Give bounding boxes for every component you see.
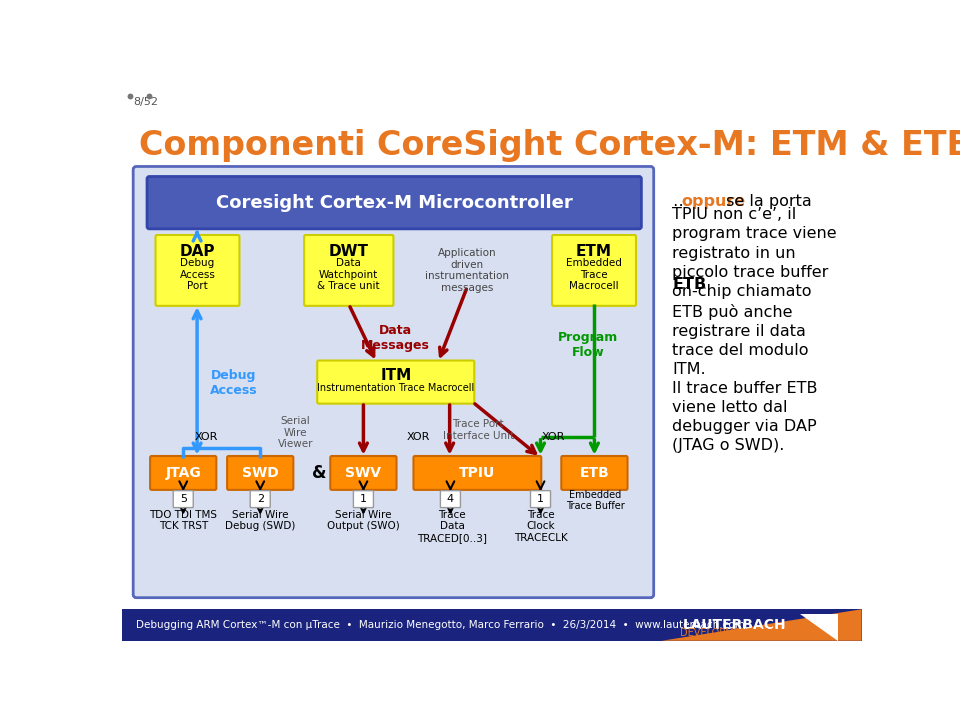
Text: Data
Watchpoint
& Trace unit: Data Watchpoint & Trace unit	[318, 258, 380, 292]
Text: oppure: oppure	[682, 194, 746, 210]
FancyBboxPatch shape	[133, 166, 654, 598]
Text: XOR: XOR	[195, 432, 218, 442]
FancyBboxPatch shape	[330, 456, 396, 490]
Text: Trace
Clock
TRACECLK: Trace Clock TRACECLK	[514, 510, 567, 543]
Text: 8/52: 8/52	[133, 97, 158, 107]
Text: Debug
Access
Port: Debug Access Port	[180, 258, 215, 292]
Text: Program
Flow: Program Flow	[558, 331, 618, 359]
Text: SWD: SWD	[242, 466, 278, 480]
FancyBboxPatch shape	[317, 361, 474, 404]
FancyBboxPatch shape	[251, 490, 271, 508]
FancyBboxPatch shape	[552, 235, 636, 306]
FancyBboxPatch shape	[228, 456, 294, 490]
Text: DEVELOPMENT TOOLS: DEVELOPMENT TOOLS	[680, 629, 789, 639]
Text: 5: 5	[180, 494, 187, 504]
Text: Instrumentation Trace Macrocell: Instrumentation Trace Macrocell	[317, 383, 474, 393]
FancyBboxPatch shape	[147, 176, 641, 229]
Text: Serial
Wire
Viewer: Serial Wire Viewer	[277, 416, 313, 449]
FancyBboxPatch shape	[173, 490, 193, 508]
Text: …: …	[672, 194, 688, 210]
FancyBboxPatch shape	[353, 490, 373, 508]
Text: &: &	[312, 464, 326, 482]
Text: LAUTERBACH: LAUTERBACH	[683, 618, 786, 632]
Text: JTAG: JTAG	[165, 466, 201, 480]
Text: TDO TDI TMS
TCK TRST: TDO TDI TMS TCK TRST	[149, 510, 217, 531]
Text: Debugging ARM Cortex™-M con μTrace  •  Maurizio Menegotto, Marco Ferrario  •  26: Debugging ARM Cortex™-M con μTrace • Mau…	[136, 620, 745, 629]
FancyBboxPatch shape	[304, 235, 394, 306]
Polygon shape	[800, 614, 838, 641]
Text: Serial Wire
Debug (SWD): Serial Wire Debug (SWD)	[225, 510, 296, 531]
Text: 4: 4	[446, 494, 454, 504]
Text: .: .	[693, 276, 698, 292]
FancyBboxPatch shape	[562, 456, 628, 490]
Text: Application
driven
instrumentation
messages: Application driven instrumentation messa…	[425, 248, 510, 293]
Text: ETB: ETB	[672, 276, 707, 292]
FancyBboxPatch shape	[150, 456, 216, 490]
Text: Componenti CoreSight Cortex-M: ETM & ETB: Componenti CoreSight Cortex-M: ETM & ETB	[139, 129, 960, 162]
Text: XOR: XOR	[541, 432, 565, 442]
Text: XOR: XOR	[406, 432, 430, 442]
Text: Embedded
Trace
Macrocell: Embedded Trace Macrocell	[566, 258, 622, 292]
Text: Serial Wire
Output (SWO): Serial Wire Output (SWO)	[327, 510, 399, 531]
Text: SWV: SWV	[346, 466, 381, 480]
Text: Trace
Data
TRACED[0..3]: Trace Data TRACED[0..3]	[417, 510, 487, 543]
Text: ITM: ITM	[380, 368, 412, 383]
Text: 1: 1	[537, 494, 544, 504]
Polygon shape	[661, 609, 861, 641]
Text: DAP: DAP	[180, 244, 215, 259]
Text: Embedded
Trace Buffer: Embedded Trace Buffer	[565, 490, 625, 511]
Text: 2: 2	[256, 494, 264, 504]
Bar	[123, 609, 861, 641]
Text: se la porta: se la porta	[722, 194, 812, 210]
Text: TPIU non c’e’, il
program trace viene
registrato in un
piccolo trace buffer
on-c: TPIU non c’e’, il program trace viene re…	[672, 207, 837, 299]
Text: 1: 1	[360, 494, 367, 504]
FancyBboxPatch shape	[441, 490, 461, 508]
Text: TPIU: TPIU	[459, 466, 495, 480]
FancyBboxPatch shape	[414, 456, 541, 490]
Text: Trace Port
Interface Unit: Trace Port Interface Unit	[443, 419, 514, 441]
Text: Coresight Cortex-M Microcontroller: Coresight Cortex-M Microcontroller	[216, 194, 572, 212]
FancyBboxPatch shape	[156, 235, 239, 306]
Text: Debug
Access: Debug Access	[210, 369, 258, 397]
Text: ETB può anche
registrare il data
trace del modulo
ITM.: ETB può anche registrare il data trace d…	[672, 304, 808, 377]
Text: ETB: ETB	[580, 466, 610, 480]
FancyBboxPatch shape	[531, 490, 550, 508]
Text: Data
Messages: Data Messages	[361, 323, 430, 351]
Text: DWT: DWT	[328, 244, 369, 259]
Text: Il trace buffer ETB
viene letto dal
debugger via DAP
(JTAG o SWD).: Il trace buffer ETB viene letto dal debu…	[672, 381, 818, 453]
Text: ETM: ETM	[576, 244, 612, 259]
